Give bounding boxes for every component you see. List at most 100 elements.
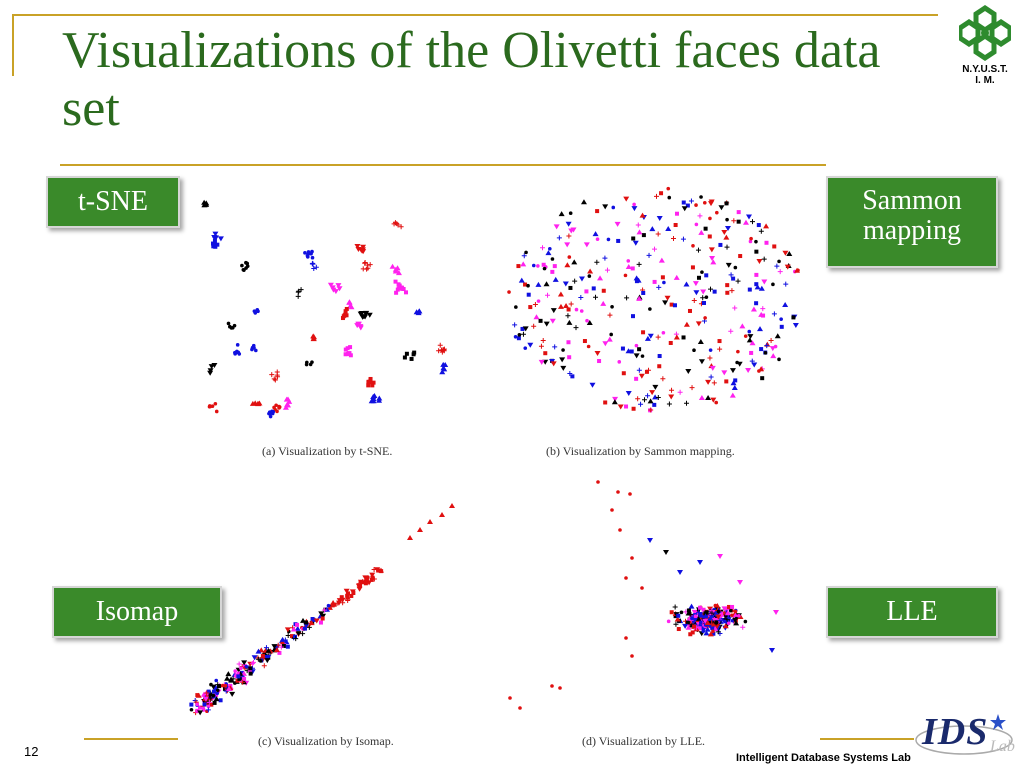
tsne-point-94: [275, 409, 279, 414]
sammon-point-341: [705, 379, 712, 385]
tsne-point-116: [240, 263, 244, 268]
sammon-point-124: [662, 280, 666, 285]
olivetti-figure: [180, 180, 820, 760]
sammon-point-187: [777, 269, 783, 275]
sammon-point-86: [725, 217, 729, 222]
sammon-point-34: [728, 272, 734, 278]
sammon-point-374: [562, 281, 569, 287]
sammon-point-287: [756, 223, 761, 228]
sammon-point-153: [736, 210, 741, 215]
footer-rule-left: [84, 738, 178, 740]
sammon-point-204: [715, 210, 719, 215]
sammon-point-158: [536, 299, 541, 303]
sammon-point-67: [638, 373, 645, 379]
tsne-point-99: [394, 265, 401, 271]
isomap-point-234: [236, 674, 241, 679]
sammon-point-370: [655, 395, 661, 401]
lle-point-240: [682, 623, 689, 629]
sammon-point-305: [652, 402, 657, 407]
sammon-point-351: [641, 290, 646, 295]
sammon-point-343: [543, 351, 548, 356]
sammon-point-64: [564, 262, 571, 268]
isomap-point-56: [356, 586, 363, 592]
sammon-point-348: [673, 334, 680, 340]
sammon-point-281: [550, 308, 557, 314]
isomap-point-179: [364, 577, 368, 582]
isomap-point-176: [206, 689, 211, 694]
isomap-point-161: [313, 618, 320, 624]
isomap-point-206: [201, 706, 206, 711]
sammon-point-195: [707, 286, 713, 292]
isomap-point-261: [427, 519, 433, 524]
lle-point-259: [702, 618, 709, 624]
sammon-point-249: [697, 213, 703, 219]
sammon-point-40: [624, 404, 629, 409]
sammon-point-295: [754, 301, 759, 306]
isomap-point-102: [280, 640, 285, 645]
label-isomap: Isomap: [52, 586, 222, 638]
sammon-point-255: [745, 214, 752, 220]
sammon-point-218: [758, 285, 765, 291]
tsne-point-150: [256, 400, 263, 406]
sammon-point-274: [616, 238, 621, 243]
isomap-point-228: [236, 661, 242, 667]
sammon-point-318: [702, 300, 707, 305]
sammon-point-324: [687, 308, 692, 313]
lle-point-261: [723, 619, 727, 624]
tsne-point-226: [284, 402, 291, 408]
sammon-point-283: [591, 286, 596, 291]
sammon-point-199: [631, 236, 636, 241]
lle-point-299: [737, 580, 743, 585]
sammon-point-128: [640, 354, 645, 358]
sammon-point-309: [607, 312, 613, 318]
sammon-point-289: [771, 311, 777, 317]
isomap-point-138: [223, 684, 228, 688]
sammon-point-85: [557, 291, 564, 297]
sammon-point-293: [794, 267, 801, 273]
sammon-point-182: [566, 319, 573, 325]
sammon-point-301: [617, 404, 624, 410]
sammon-point-94: [747, 329, 752, 334]
sammon-point-42: [717, 339, 722, 344]
sammon-point-118: [721, 370, 728, 376]
lle-point-86: [726, 604, 731, 609]
sammon-point-136: [550, 257, 555, 261]
sammon-point-279: [561, 348, 565, 352]
sammon-point-120: [566, 307, 571, 312]
tsne-point-202: [296, 288, 302, 294]
tsne-point-27: [441, 346, 447, 352]
lle-point-142: [701, 607, 706, 612]
sammon-point-236: [606, 336, 613, 342]
tsne-point-58: [254, 348, 258, 353]
sammon-point-175: [685, 203, 690, 208]
tsne-point-59: [250, 347, 254, 352]
sammon-point-247: [739, 323, 746, 329]
isomap-point-236: [228, 677, 235, 683]
sammon-point-51: [568, 285, 573, 290]
nyust-logo-text: N.Y.U.S.T. I. M.: [962, 64, 1008, 86]
tsne-point-158: [347, 351, 352, 356]
isomap-point-163: [318, 620, 323, 625]
sammon-point-97: [700, 295, 706, 301]
lle-point-295: [663, 550, 669, 555]
sammon-point-1: [779, 324, 784, 329]
tsne-point-197: [268, 414, 273, 419]
sammon-point-242: [761, 256, 767, 262]
sammon-point-163: [699, 195, 703, 199]
sammon-point-45: [541, 262, 546, 267]
lle-point-167: [715, 629, 721, 635]
lle-point-249: [695, 615, 702, 621]
sammon-point-105: [552, 276, 559, 282]
sammon-point-294: [723, 234, 730, 240]
sammon-point-352: [635, 396, 641, 402]
lle-point-226: [690, 630, 695, 635]
tsne-point-6: [365, 265, 371, 271]
tsne-point-96: [395, 270, 402, 276]
sammon-point-300: [731, 218, 737, 224]
sammon-point-222: [688, 198, 694, 204]
lle-point-274: [698, 620, 703, 625]
isomap-point-134: [295, 622, 300, 627]
label-sammon-mapping: Sammon mapping: [826, 176, 998, 268]
sammon-point-263: [533, 314, 540, 320]
lle-point-278: [722, 623, 729, 629]
